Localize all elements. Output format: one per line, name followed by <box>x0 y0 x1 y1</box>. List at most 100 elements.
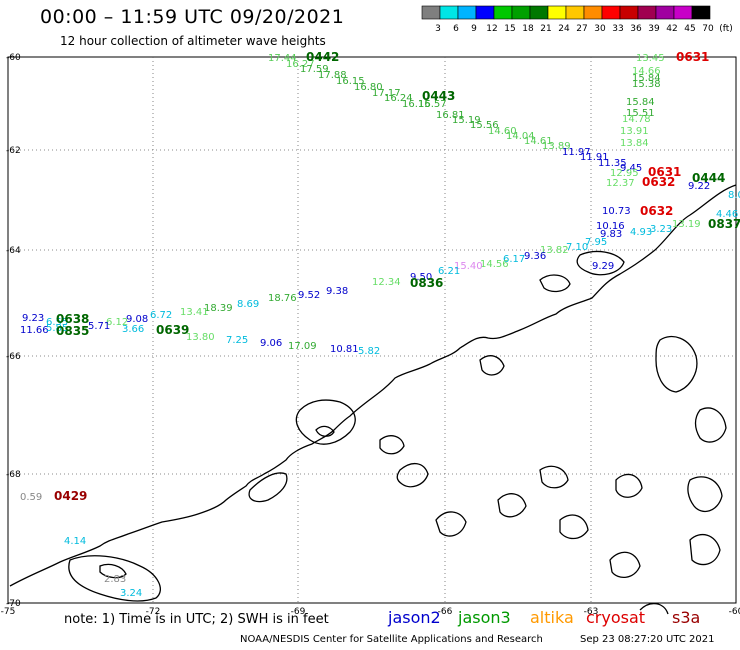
colorbar-tick: (ft) <box>719 24 733 34</box>
swh-value: 9.22 <box>688 181 710 192</box>
swh-value: 17.17 <box>372 88 401 99</box>
swh-value: 14.78 <box>622 114 651 125</box>
swh-value: 17.59 <box>300 64 329 75</box>
colorbar-swatch <box>421 5 441 20</box>
swh-value: 15.84 <box>626 97 655 108</box>
swh-value: 13.84 <box>620 138 649 149</box>
swh-value: 15.51 <box>626 108 655 119</box>
swh-value: 9.29 <box>592 261 614 272</box>
colorbar-tick: 27 <box>576 24 587 34</box>
swh-value: 15.38 <box>632 79 661 90</box>
swh-value: 16.15 <box>402 99 431 110</box>
swh-value: 5.71 <box>88 321 110 332</box>
lat-label: -64 <box>6 246 21 256</box>
swh-value: 18.76 <box>268 293 297 304</box>
swh-value: 15.84 <box>632 73 661 84</box>
swh-value: 16.57 <box>418 99 447 110</box>
pass-time: 0444 <box>692 171 725 185</box>
swh-value: 10.81 <box>330 344 359 355</box>
colorbar-swatch <box>529 5 549 20</box>
map-frame <box>7 56 737 604</box>
swh-value: 11.91 <box>580 152 609 163</box>
legend-altika: altika <box>530 608 574 627</box>
axis-labels: -60 -62 -64 -66 -68 -70-75 -72 -69 -66 -63 -60 <box>1 53 740 617</box>
swh-value: 4.14 <box>64 536 86 547</box>
swh-value: 9.06 <box>260 338 282 349</box>
swh-value: 11.66 <box>20 325 49 336</box>
swh-value: 12.95 <box>610 168 639 179</box>
swh-value: 13.80 <box>186 332 215 343</box>
swh-value: 17.09 <box>288 341 317 352</box>
swh-colorbar <box>421 5 711 20</box>
legend-jason3: jason3 <box>458 608 511 627</box>
swh-value: 15.40 <box>454 261 483 272</box>
swh-value: 16.15 <box>336 76 365 87</box>
footer-note: note: 1) Time is in UTC; 2) SWH is in fe… <box>64 612 329 627</box>
lon-label: -66 <box>438 607 453 617</box>
swh-value: 10.16 <box>596 221 625 232</box>
colorbar-swatch <box>475 5 495 20</box>
swh-value: 13.41 <box>180 307 209 318</box>
colorbar-swatch <box>511 5 531 20</box>
swh-value: 6.72 <box>150 310 172 321</box>
credit: NOAA/NESDIS Center for Satellite Applica… <box>240 634 543 645</box>
swh-value: 11.35 <box>598 158 627 169</box>
swh-value: 3.23 <box>650 224 672 235</box>
swh-value: 9.52 <box>298 290 320 301</box>
swh-value: 9.23 <box>22 313 44 324</box>
swh-value: 16.24 <box>384 93 413 104</box>
swh-value: 9.83 <box>600 229 622 240</box>
timestamp: Sep 23 08:27:20 UTC 2021 <box>580 634 715 645</box>
colorbar-swatch <box>655 5 675 20</box>
swh-value: 9.50 <box>410 272 432 283</box>
colorbar-tick: 33 <box>612 24 623 34</box>
colorbar-tick: 6 <box>453 24 459 34</box>
colorbar-swatch <box>583 5 603 20</box>
lat-label: -66 <box>6 352 21 362</box>
colorbar-swatch <box>565 5 585 20</box>
colorbar-tick: 70 <box>702 24 714 34</box>
swh-observations: 17.4416.2717.5917.8816.1516.8017.1716.24… <box>20 53 740 599</box>
legend-s3a: s3a <box>672 608 701 627</box>
swh-value: 13.19 <box>672 219 701 230</box>
pass-time: 0639 <box>156 323 189 337</box>
swh-value: 4.46 <box>716 209 738 220</box>
swh-value: 8.0 <box>728 190 740 201</box>
colorbar-tick: 3 <box>435 24 441 34</box>
pass-time: 0835 <box>56 324 89 338</box>
page-subtitle: 12 hour collection of altimeter wave hei… <box>60 34 326 48</box>
swh-value: 14.56 <box>480 259 509 270</box>
swh-value: 6.21 <box>438 266 460 277</box>
coastline <box>9 184 737 615</box>
pass-time: 0443 <box>422 89 455 103</box>
swh-value: 15.56 <box>470 120 499 131</box>
swh-value: 14.61 <box>524 136 553 147</box>
colorbar-tick: 24 <box>558 24 570 34</box>
swh-value: 13.45 <box>636 53 665 64</box>
colorbar-tick: 42 <box>666 24 677 34</box>
colorbar-swatch <box>619 5 639 20</box>
legend-cryosat: cryosat <box>586 608 646 627</box>
lat-label: -70 <box>6 599 21 609</box>
colorbar-swatch <box>439 5 459 20</box>
colorbar-swatch <box>601 5 621 20</box>
swh-value: 13.82 <box>540 245 569 256</box>
pass-time: 0631 <box>676 50 709 64</box>
lat-label: -62 <box>6 146 21 156</box>
pass-time: 0442 <box>306 50 339 64</box>
pass-time: 0429 <box>54 489 87 503</box>
colorbar-tick: 39 <box>648 24 660 34</box>
swh-value: 12.34 <box>372 277 401 288</box>
swh-value: 4.93 <box>630 227 652 238</box>
swh-value: 6.55 <box>46 317 68 328</box>
swh-value: 18.39 <box>204 303 233 314</box>
colorbar-swatch <box>547 5 567 20</box>
lat-label: -68 <box>6 470 21 480</box>
swh-value: 17.88 <box>318 70 347 81</box>
swh-value: 8.69 <box>237 299 259 310</box>
swh-value: 12.37 <box>606 178 635 189</box>
swh-value: 16.27 <box>286 59 315 70</box>
swh-value: 16.80 <box>354 82 383 93</box>
swh-value: 6.12 <box>106 317 128 328</box>
colorbar-swatch <box>691 5 711 20</box>
